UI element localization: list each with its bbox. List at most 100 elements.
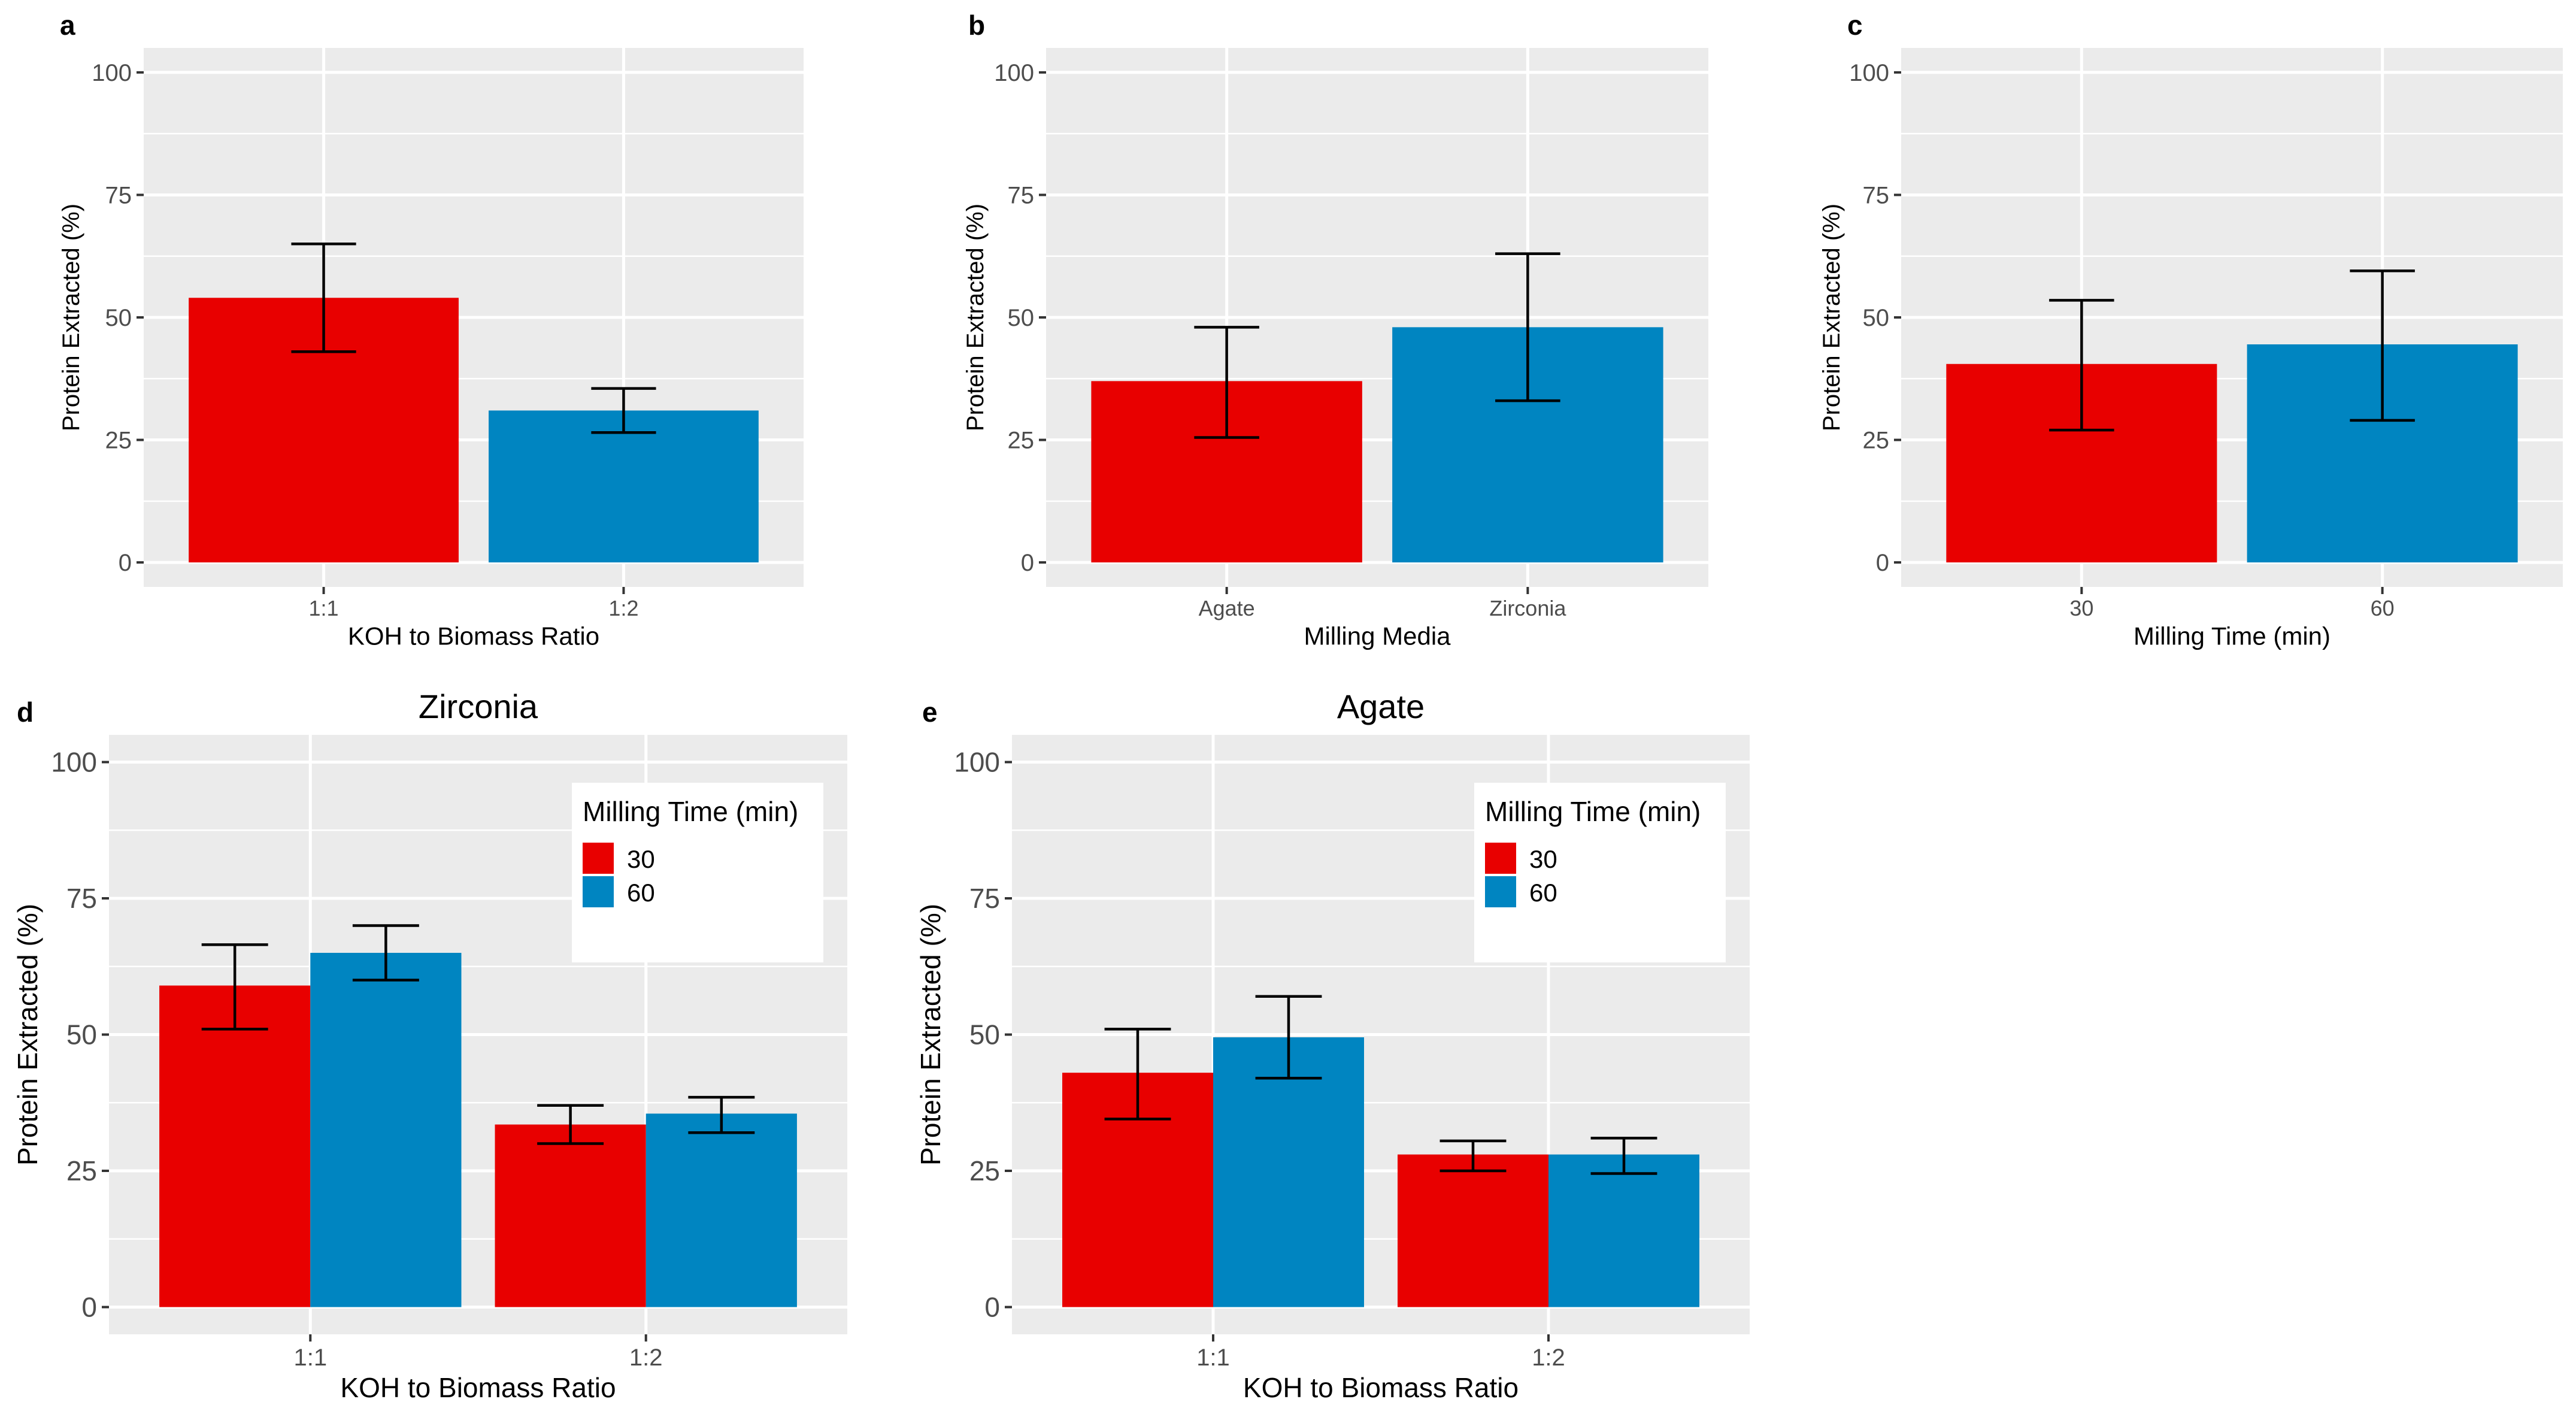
bar-1:1-30 — [159, 985, 311, 1307]
y-tick-label: 50 — [66, 1019, 97, 1050]
error-bar — [1194, 326, 1259, 439]
error-bars — [291, 243, 656, 434]
y-tick-label: 100 — [954, 747, 1000, 778]
bar-1:1-60 — [1213, 1037, 1364, 1307]
y-tick-label: 50 — [105, 305, 132, 331]
error-bars — [2049, 270, 2415, 432]
bars — [159, 953, 797, 1307]
legend-title: Milling Time (min) — [583, 796, 798, 827]
x-tick-label: 1:1 — [293, 1345, 327, 1371]
y-tick-label: 25 — [1008, 428, 1035, 454]
x-axis-title: KOH to Biomass Ratio — [348, 622, 599, 650]
y-tick-label: 75 — [1863, 182, 1890, 208]
error-bar — [1255, 995, 1322, 1080]
legend-label: 30 — [1529, 845, 1557, 873]
x-tick-label: 1:2 — [629, 1345, 663, 1371]
y-axis-title: Protein Extracted (%) — [962, 204, 989, 431]
error-bar — [591, 387, 656, 434]
error-bar — [291, 243, 356, 353]
error-bar — [352, 924, 419, 982]
legend-key-30 — [583, 843, 614, 874]
error-bars — [1194, 252, 1560, 439]
bars — [189, 298, 759, 563]
legend-key-30 — [1485, 843, 1516, 874]
x-axis-title: Milling Media — [1304, 622, 1451, 650]
x-axis-title: KOH to Biomass Ratio — [340, 1372, 616, 1403]
x-tick-label: 30 — [2069, 596, 2093, 620]
y-tick-label: 75 — [66, 883, 97, 914]
y-tick-label: 0 — [119, 550, 132, 576]
y-axis-title: Protein Extracted (%) — [58, 204, 84, 431]
y-tick-label: 75 — [105, 182, 132, 208]
error-bars — [1104, 995, 1657, 1175]
y-tick-label: 50 — [1008, 305, 1035, 331]
x-axis-title: KOH to Biomass Ratio — [1243, 1372, 1519, 1403]
error-bars — [201, 924, 755, 1145]
error-bar — [688, 1095, 755, 1134]
panel-letter: b — [968, 10, 985, 41]
y-tick-label: 50 — [969, 1019, 1000, 1050]
legend-title: Milling Time (min) — [1485, 796, 1701, 827]
y-tick-label: 100 — [92, 60, 132, 86]
legend-key-60 — [583, 876, 614, 907]
chart-panel-c: 0 25 50 75 100 30 60 Milling Time (min) Protein … — [1819, 10, 2563, 650]
y-tick-label: 25 — [969, 1155, 1000, 1186]
y-tick-label: 100 — [51, 747, 97, 778]
x-tick-label: 1:1 — [1196, 1345, 1230, 1371]
x-tick-label: 1:2 — [1532, 1345, 1565, 1371]
error-bar — [1590, 1137, 1657, 1175]
chart-panel-b: 0 25 50 75 100 Agate Zirconia Milling Media Prot… — [962, 10, 1708, 650]
y-axis-title: Protein Extracted (%) — [915, 904, 946, 1165]
y-tick-label: 75 — [1008, 182, 1035, 208]
panel-letter: a — [60, 10, 75, 41]
error-bar — [1104, 1028, 1171, 1121]
x-tick-label: Zirconia — [1489, 596, 1566, 620]
y-tick-label: 25 — [1863, 428, 1890, 454]
bar-1:2-60 — [645, 1113, 797, 1307]
x-axis-title: Milling Time (min) — [2133, 622, 2330, 650]
error-bar — [537, 1104, 604, 1145]
panel-letter: d — [17, 697, 34, 728]
error-bar — [1495, 252, 1560, 402]
x-tick-label: 60 — [2371, 596, 2395, 620]
y-tick-label: 75 — [969, 883, 1000, 914]
y-axis-title: Protein Extracted (%) — [12, 904, 43, 1165]
y-tick-label: 0 — [81, 1292, 97, 1323]
y-tick-label: 25 — [105, 428, 132, 454]
bars — [1062, 1037, 1699, 1307]
y-tick-label: 100 — [1849, 60, 1889, 86]
bar-1:2-30 — [1398, 1154, 1548, 1307]
panel-letter: e — [922, 697, 938, 728]
y-tick-label: 50 — [1863, 305, 1890, 331]
legend-label: 60 — [1529, 879, 1557, 907]
y-tick-label: 0 — [984, 1292, 1000, 1323]
y-tick-label: 0 — [1021, 550, 1034, 576]
error-bar — [1439, 1139, 1507, 1173]
y-tick-label: 25 — [66, 1155, 97, 1186]
error-bar — [2350, 270, 2415, 422]
y-tick-label: 0 — [1876, 550, 1889, 576]
error-bar — [2049, 299, 2114, 432]
chart-panel-a: 0 25 50 75 100 1:1 1:2 KOH to Biomass Ratio Prot… — [58, 10, 804, 650]
chart-panel-d: 0 25 50 75 100 1:1 1:2 KOH to Biomass Ratio Prot… — [12, 688, 847, 1403]
error-bar — [201, 943, 268, 1031]
panel-letter: c — [1847, 10, 1863, 41]
x-tick-label: 1:1 — [309, 596, 339, 620]
chart-panel-e: 0 25 50 75 100 1:1 1:2 KOH to Biomass Ratio Prot… — [915, 688, 1750, 1403]
legend-key-60 — [1485, 876, 1516, 907]
x-tick-label: 1:2 — [608, 596, 638, 620]
legend-label: 30 — [627, 845, 655, 873]
chart-title: Agate — [1337, 688, 1425, 725]
chart-title: Zirconia — [419, 688, 538, 725]
bar-1:2-30 — [495, 1124, 646, 1307]
legend-label: 60 — [627, 879, 655, 907]
bar-1:2-60 — [1548, 1154, 1699, 1307]
legend: Milling Time (min) 30 60 — [572, 783, 823, 962]
x-tick-label: Agate — [1199, 596, 1255, 620]
bar-1:2 — [489, 410, 759, 563]
y-axis-title: Protein Extracted (%) — [1819, 204, 1845, 431]
y-tick-label: 100 — [994, 60, 1034, 86]
bar-1:1-60 — [310, 953, 462, 1307]
legend: Milling Time (min) 30 60 — [1474, 783, 1726, 962]
